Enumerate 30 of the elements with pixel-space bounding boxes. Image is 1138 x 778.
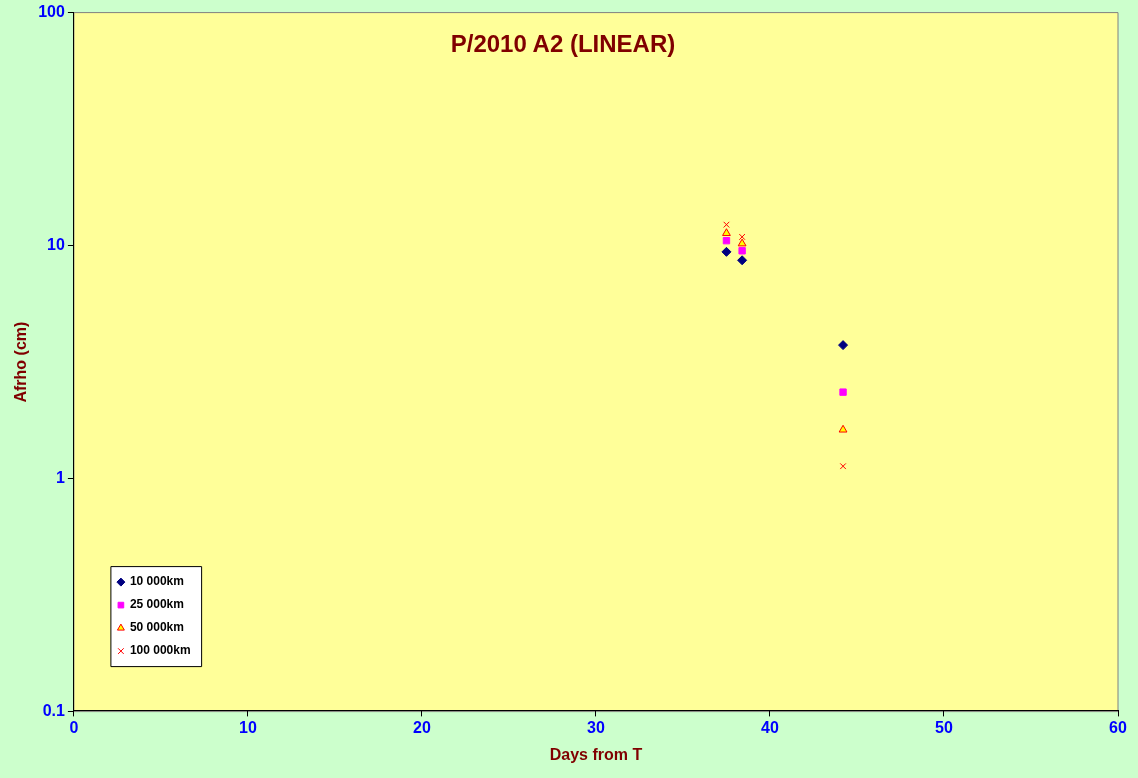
legend-label: 100 000km xyxy=(129,643,191,658)
x-tick-label: 0 xyxy=(69,719,79,737)
point xyxy=(838,424,848,433)
x-tick-label: 20 xyxy=(413,719,431,737)
point xyxy=(721,246,732,257)
point xyxy=(737,238,747,247)
point xyxy=(839,462,847,470)
point xyxy=(722,236,731,245)
y-tick-label: 10 xyxy=(47,236,65,254)
x-axis-title: Days from T xyxy=(549,745,643,763)
y-tick-label: 1 xyxy=(55,469,65,487)
legend-label: 50 000km xyxy=(129,620,184,635)
text: P/2010 A2 (LINEAR) xyxy=(450,29,676,57)
legend-label: 10 000km xyxy=(129,574,184,589)
point xyxy=(738,247,746,255)
legend-label: 25 000km xyxy=(129,597,184,612)
x-tick-label: 10 xyxy=(239,719,257,737)
x-tick-label: 60 xyxy=(1109,719,1127,737)
point xyxy=(838,340,849,351)
x-tick-label: 30 xyxy=(587,719,605,737)
y-axis-title: Afrho (cm) xyxy=(12,321,30,403)
x-tick-label: 50 xyxy=(935,719,953,737)
point xyxy=(839,388,847,396)
point xyxy=(737,255,748,266)
x-tick-label: 40 xyxy=(761,719,779,737)
point xyxy=(722,228,731,236)
point xyxy=(738,233,746,241)
y-tick-label: 0.1 xyxy=(42,702,65,720)
point xyxy=(723,221,730,228)
y-tick-label: 100 xyxy=(38,3,65,21)
